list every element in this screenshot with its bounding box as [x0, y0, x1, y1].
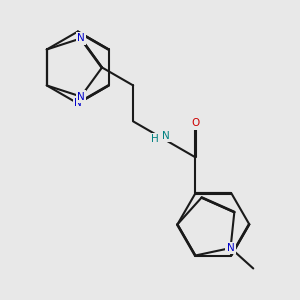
Text: N: N [77, 92, 85, 101]
Text: N: N [74, 98, 82, 108]
Text: O: O [191, 118, 200, 128]
Text: N: N [162, 131, 170, 141]
Text: N: N [227, 243, 234, 253]
Text: H: H [152, 134, 159, 144]
Text: N: N [77, 33, 85, 43]
